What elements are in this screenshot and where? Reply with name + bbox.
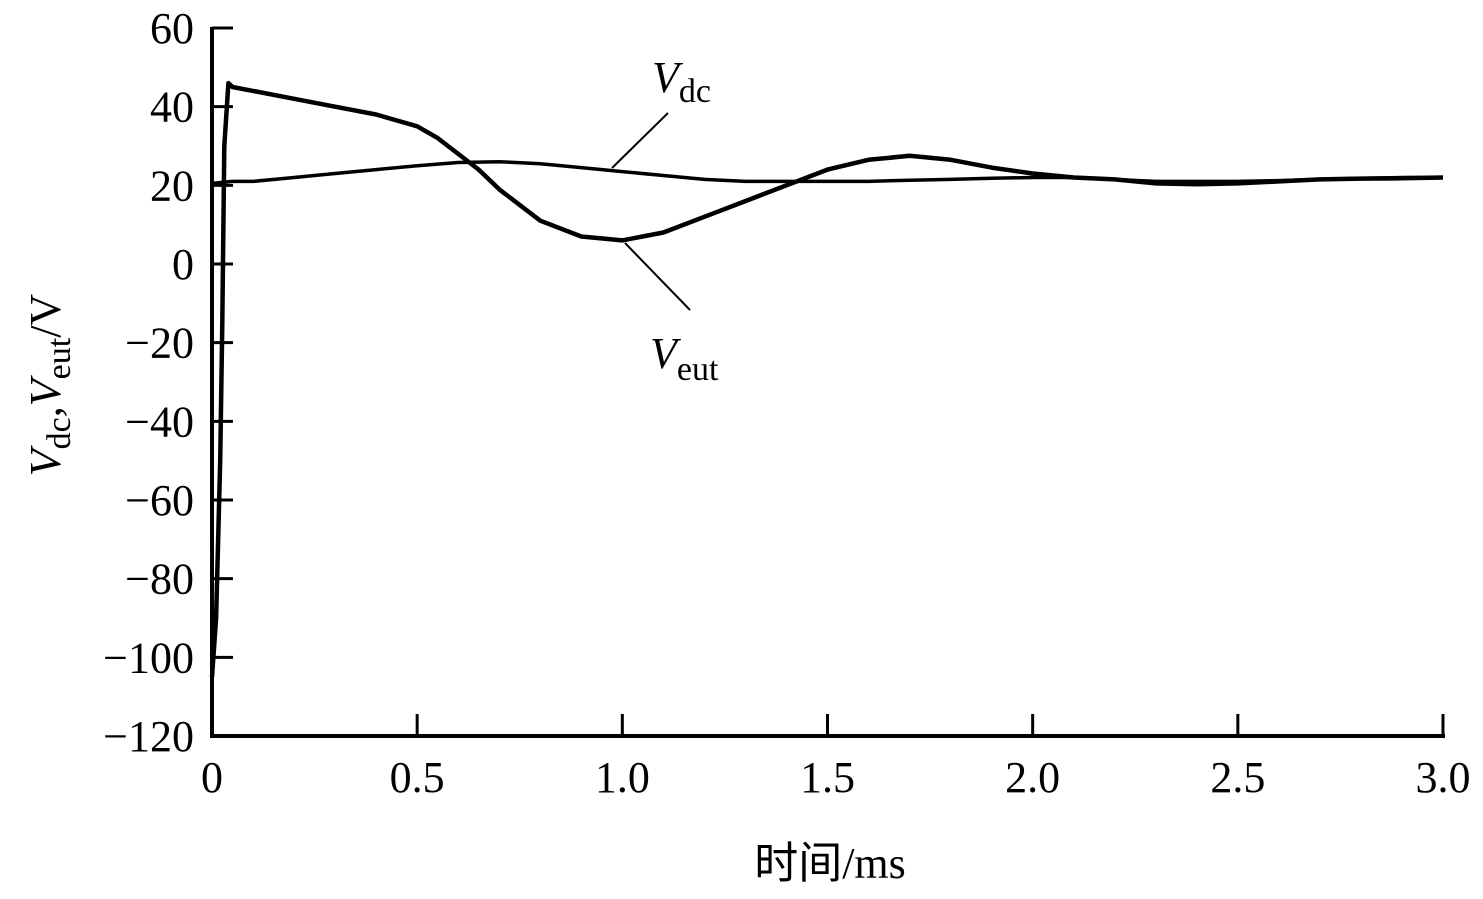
plot-area: 60 40 20 0 −20 −40 −60 −80 −100 −120 0 0.5 1.0 1.5 2.… xyxy=(21,4,1471,888)
y-tick-labels: 60 40 20 0 −20 −40 −60 −80 −100 −120 xyxy=(103,4,194,761)
x-tick-labels: 0 0.5 1.0 1.5 2.0 2.5 3.0 xyxy=(201,753,1471,802)
x-tick-label: 1.5 xyxy=(800,753,855,802)
y-tick-label: 0 xyxy=(172,240,194,289)
y-tick-label: −120 xyxy=(103,712,194,761)
y-tick-label: −20 xyxy=(125,319,194,368)
x-tick-label: 3.0 xyxy=(1416,753,1471,802)
vdc-label: Vdc xyxy=(652,53,711,110)
y-tick-label: −80 xyxy=(125,555,194,604)
vdc-leader-line xyxy=(611,112,669,169)
y-tick-label: 60 xyxy=(150,4,194,53)
veut-label: Veut xyxy=(650,329,719,388)
y-tick-label: −40 xyxy=(125,397,194,446)
x-axis-title: 时间/ms xyxy=(754,839,906,888)
y-tick-label: 20 xyxy=(150,161,194,210)
x-ticks xyxy=(415,714,1445,736)
y-axis-title: Vdc,Veut/V xyxy=(21,294,78,477)
series-lines xyxy=(209,80,1444,678)
x-tick-label: 1.0 xyxy=(595,753,650,802)
veut-leader-line xyxy=(624,242,691,311)
y-tick-label: 40 xyxy=(150,83,194,132)
x-tick-label: 2.5 xyxy=(1210,753,1265,802)
x-tick-label: 0 xyxy=(201,753,223,802)
y-tick-label: −60 xyxy=(125,476,194,525)
series-line-v-eut xyxy=(209,80,1444,678)
series-line-v-dc xyxy=(211,159,1443,186)
x-tick-label: 2.0 xyxy=(1005,753,1060,802)
x-tick-label: 0.5 xyxy=(390,753,445,802)
y-tick-label: −100 xyxy=(103,633,194,682)
